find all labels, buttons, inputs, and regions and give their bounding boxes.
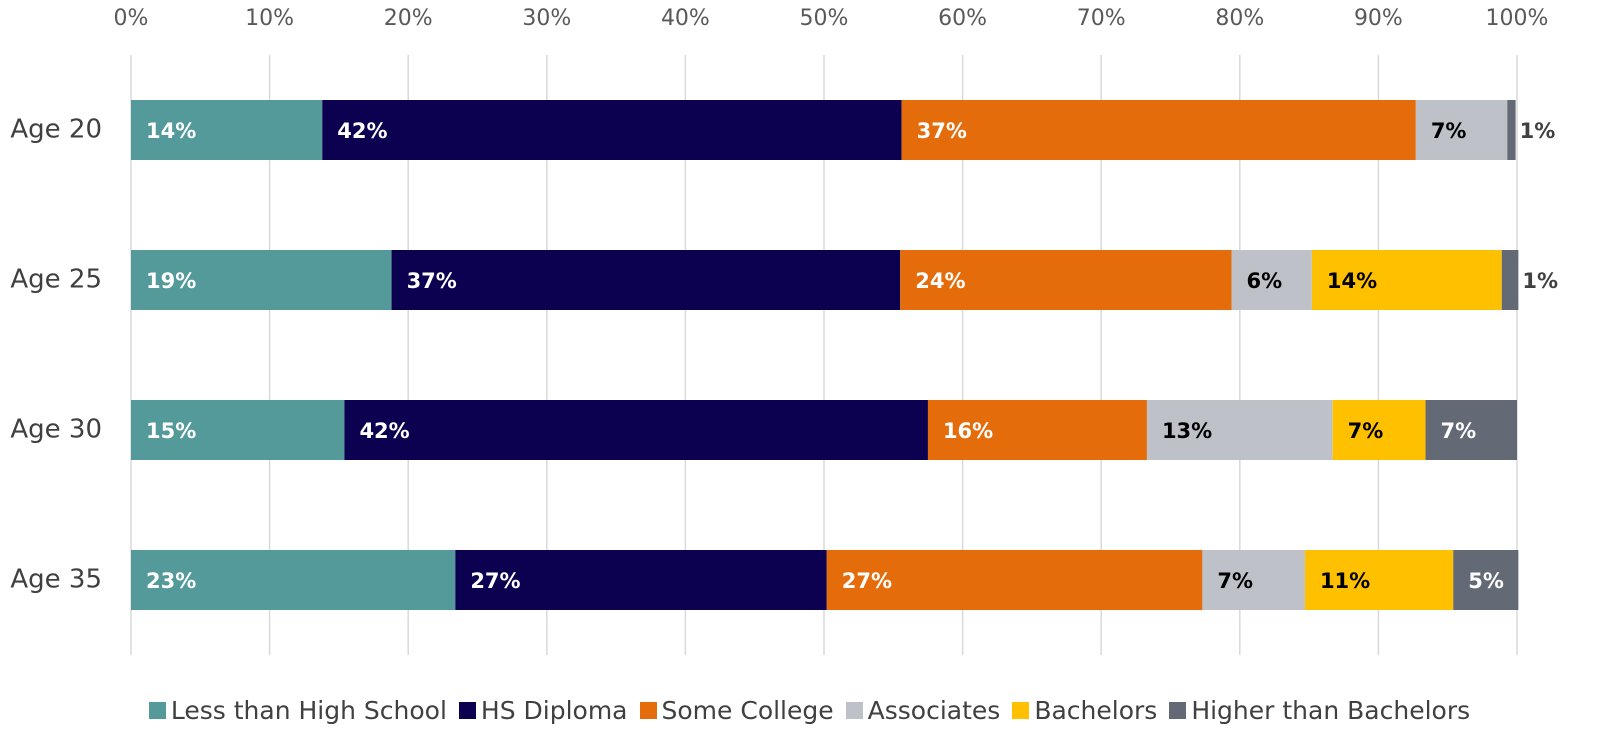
data-label: 5% <box>1468 569 1504 593</box>
legend-item: Higher than Bachelors <box>1169 696 1470 725</box>
bar-segment <box>1507 100 1516 160</box>
data-label: 11% <box>1320 569 1370 593</box>
data-label: 37% <box>917 119 967 143</box>
legend-label: Some College <box>661 695 834 725</box>
bar-segment <box>1202 550 1305 610</box>
data-label: 27% <box>842 569 892 593</box>
bar-segment <box>1332 400 1426 460</box>
bar-segment <box>344 400 928 460</box>
data-label: 24% <box>915 269 965 293</box>
bar-segment <box>1311 250 1502 310</box>
bar-segment <box>391 250 901 310</box>
data-label: 27% <box>470 569 520 593</box>
bar-segment <box>927 400 1147 460</box>
bar-segment <box>901 100 1416 160</box>
bar-segment <box>1501 250 1519 310</box>
chart: 0% 10% 20% 30% 40% 50% 60% 70% 80% 90% 100% Age 20 1… <box>10 6 1558 655</box>
data-label: 15% <box>146 419 196 443</box>
bar-segment <box>131 400 345 460</box>
data-label: 7% <box>1217 569 1253 593</box>
x-tick-label: 90% <box>1354 6 1403 31</box>
y-tick-label: Age 35 <box>10 565 102 595</box>
x-tick-label: 10% <box>245 6 294 31</box>
bar-segment <box>322 100 902 160</box>
bar-segment <box>1146 400 1333 460</box>
legend-swatch <box>1012 701 1030 719</box>
data-label: 6% <box>1246 269 1282 293</box>
data-label: 7% <box>1431 119 1467 143</box>
x-tick-label: 30% <box>522 6 571 31</box>
bar-segment <box>1425 400 1517 460</box>
x-tick-label: 40% <box>661 6 710 31</box>
data-label: 37% <box>407 269 457 293</box>
bar-segment <box>826 550 1203 610</box>
bar-segment <box>1415 100 1508 160</box>
data-label: 14% <box>146 119 196 143</box>
legend-swatch <box>1169 701 1187 719</box>
bar-segment <box>1453 550 1519 610</box>
legend-label: HS Diploma <box>480 695 628 725</box>
legend-swatch <box>845 701 863 719</box>
legend-label: Less than High School <box>170 695 447 725</box>
bar-segment <box>131 100 323 160</box>
x-tick-label: 50% <box>800 6 849 31</box>
legend: Less than High School HS Diploma Some Coll… <box>0 688 1619 732</box>
legend-item: Associates <box>845 695 1001 725</box>
legend-swatch <box>458 701 476 719</box>
data-label: 13% <box>1162 419 1212 443</box>
legend-item: Some College <box>639 695 834 725</box>
y-tick-label: Age 30 <box>10 415 102 445</box>
legend-item: Less than High School <box>148 695 447 725</box>
legend-swatch <box>148 701 166 719</box>
data-label: 7% <box>1441 419 1477 443</box>
x-tick-label: 80% <box>1215 6 1264 31</box>
x-tick-label: 20% <box>384 6 433 31</box>
bar-segment <box>900 250 1232 310</box>
bar-segment <box>131 250 392 310</box>
legend-label: Associates <box>867 695 1001 725</box>
x-tick-label: 0% <box>114 6 149 31</box>
data-label: 1% <box>1520 119 1556 143</box>
bar-segment <box>1231 250 1312 310</box>
x-tick-label: 100% <box>1486 6 1549 31</box>
legend-swatch <box>639 701 657 719</box>
data-label: 1% <box>1522 269 1558 293</box>
data-label: 16% <box>943 419 993 443</box>
bar-segment <box>455 550 827 610</box>
data-label: 42% <box>359 419 409 443</box>
y-tick-label: Age 25 <box>10 265 102 295</box>
data-label: 23% <box>146 569 196 593</box>
data-label: 14% <box>1327 269 1377 293</box>
legend-label: Higher than Bachelors <box>1191 695 1471 725</box>
bar-segment <box>1304 550 1454 610</box>
x-tick-label: 70% <box>1077 6 1126 31</box>
legend-item: HS Diploma <box>458 695 628 725</box>
legend-label: Bachelors <box>1034 695 1158 725</box>
data-label: 7% <box>1348 419 1384 443</box>
data-label: 42% <box>337 119 387 143</box>
data-label: 19% <box>146 269 196 293</box>
bar-segment <box>131 550 456 610</box>
x-tick-label: 60% <box>938 6 987 31</box>
legend-item: Bachelors <box>1012 696 1157 725</box>
y-tick-label: Age 20 <box>10 115 102 145</box>
